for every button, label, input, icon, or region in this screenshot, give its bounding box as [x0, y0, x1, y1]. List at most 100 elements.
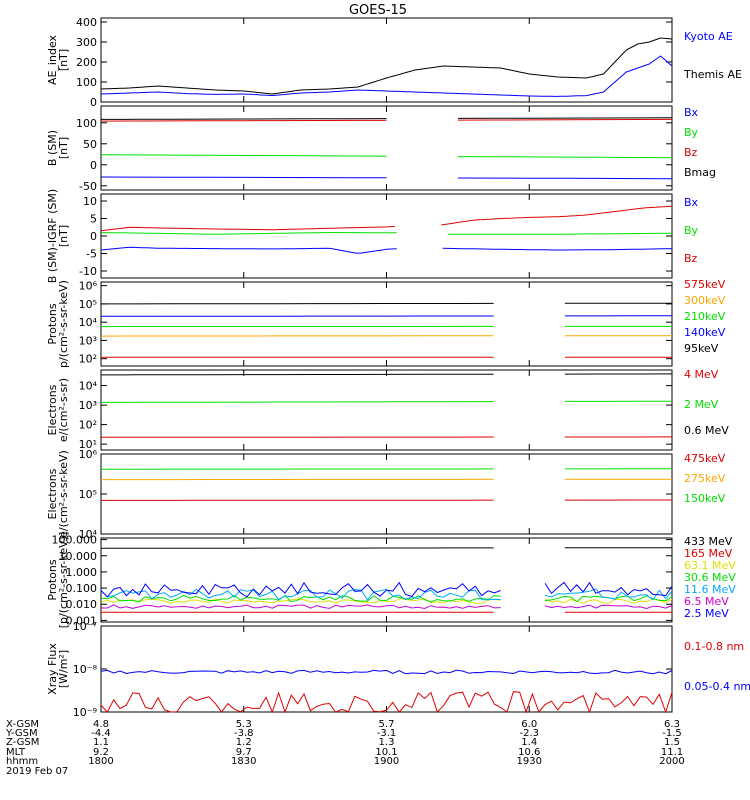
ephemeris-value: 1930 [517, 756, 542, 767]
ephemeris-value: -1.5 [662, 728, 682, 739]
legend-entry: 150keV [684, 492, 726, 505]
y-axis-label: [nT] [57, 137, 70, 159]
series-line [100, 154, 673, 159]
y-tick-label: 1.000 [66, 566, 98, 579]
ephemeris-value: -3.8 [234, 728, 254, 739]
series-line [100, 581, 673, 598]
ephemeris-row-label: X-GSM [6, 719, 39, 730]
ephemeris-value: 1900 [374, 756, 399, 767]
ephemeris-value: 10.1 [375, 747, 397, 758]
legend-entry: 0.1-0.8 nm [684, 640, 744, 653]
ephemeris-value: 9.2 [93, 747, 109, 758]
y-tick-label: 10.000 [59, 550, 98, 563]
series-line [101, 604, 673, 610]
y-tick-label: 50 [83, 138, 97, 151]
ephemeris-value: 1.4 [521, 737, 537, 748]
ephemeris-value: 6.3 [664, 719, 680, 730]
ephemeris-value: 1.1 [93, 737, 109, 748]
series-line [100, 691, 673, 714]
ephemeris-row-label: Z-GSM [6, 737, 39, 748]
panel-frame [100, 17, 673, 103]
y-tick-label: 10⁵ [79, 298, 97, 311]
legend-entry: Kyoto AE [684, 30, 733, 43]
series-line [100, 37, 673, 95]
y-axis-label: B (SM) [46, 130, 59, 166]
legend-entry: 300keV [684, 294, 726, 307]
y-tick-label: 10⁶ [79, 448, 98, 461]
series-line [100, 669, 673, 675]
panel-3: -10 -5 0 5 10 B (SM)-IGRF (SM)[nT] Bx By Bz [46, 189, 699, 283]
series-line [100, 231, 673, 235]
y-tick-label: 0.100 [66, 582, 98, 595]
ephemeris-row-label: Y-GSM [5, 728, 38, 739]
y-axis-label: p/(cm²-s-sr-keV) [57, 280, 70, 368]
y-tick-label: 300 [76, 36, 97, 49]
y-tick-label: 10⁻⁹ [73, 706, 97, 719]
y-tick-label: 10³ [79, 334, 97, 347]
legend-entry: 2.5 MeV [684, 607, 729, 620]
y-tick-label: 10² [79, 353, 97, 366]
y-tick-label: 10⁴ [79, 528, 98, 541]
legend-entry: 433 MeV [684, 535, 733, 548]
y-tick-label: 10² [79, 419, 97, 432]
ephemeris-value: 1.5 [664, 737, 680, 748]
legend-entry: 0.05-0.4 nm [684, 680, 750, 693]
series-line [100, 117, 673, 120]
y-tick-label: 100 [76, 117, 97, 130]
y-tick-label: -5 [86, 248, 97, 261]
y-tick-label: 10 [83, 195, 97, 208]
ephemeris-value: -2.3 [519, 728, 539, 739]
y-tick-label: 100 [76, 76, 97, 89]
y-tick-label: -10 [79, 265, 97, 278]
legend-entry: 11.6 MeV [684, 583, 736, 596]
y-tick-label: -50 [79, 180, 97, 193]
ephemeris-row-label: MLT [6, 747, 26, 758]
series-line [101, 302, 672, 305]
series-line [101, 315, 672, 317]
ephemeris-value: 10.6 [518, 747, 540, 758]
panel-frame [100, 453, 673, 535]
series-line [101, 547, 672, 549]
y-axis-label: Protons [46, 559, 59, 600]
legend-entry: 140keV [684, 326, 726, 339]
panel-7: 0.001 0.010 0.100 1.000 10.000 100.000 Protons… [46, 532, 736, 629]
y-tick-label: 0 [90, 159, 97, 172]
panel-1: 0 100 200 300 400 AE_index[nT] Kyoto AE Themis … [46, 16, 742, 109]
y-axis-label: Xray Flux [46, 643, 59, 695]
y-axis-label: [nT] [57, 49, 70, 71]
y-axis-label: e/(cm²-s-sr-keV) [57, 450, 70, 538]
ephemeris-row-label: 2019 Feb 07 [6, 766, 68, 777]
legend-entry: 210keV [684, 310, 726, 323]
panel-frame [100, 369, 673, 451]
legend-entry: 95keV [684, 342, 719, 355]
legend-entry: 2 MeV [684, 398, 719, 411]
legend-entry: 30.6 MeV [684, 571, 736, 584]
y-axis-label: e/(cm²-s-sr) [57, 378, 70, 442]
series-line [100, 176, 673, 180]
series-line [100, 55, 673, 97]
series-line [100, 588, 673, 601]
legend-entry: By [684, 126, 699, 139]
y-tick-label: 0 [90, 96, 97, 109]
y-tick-label: 10⁵ [79, 488, 97, 501]
y-axis-label: Electrons [46, 468, 59, 519]
y-tick-label: 10³ [79, 399, 97, 412]
y-axis-label: [nT] [57, 225, 70, 247]
legend-entry: Bx [684, 196, 699, 209]
ephemeris-value: 1.2 [236, 737, 252, 748]
y-tick-label: 400 [76, 16, 97, 29]
y-axis-label: Electrons [46, 384, 59, 435]
ephemeris-value: 1800 [88, 756, 113, 767]
series-line [100, 373, 673, 376]
legend-entry: 0.6 MeV [684, 424, 729, 437]
y-tick-label: 10¹ [79, 438, 97, 451]
y-tick-label: 10⁻⁷ [73, 620, 97, 633]
series-line [100, 246, 673, 254]
legend-entry: Bz [684, 146, 698, 159]
y-tick-label: 5 [90, 213, 97, 226]
panel-frame [100, 281, 673, 367]
legend-entry: 6.5 MeV [684, 595, 729, 608]
legend-entry: 475keV [684, 452, 726, 465]
